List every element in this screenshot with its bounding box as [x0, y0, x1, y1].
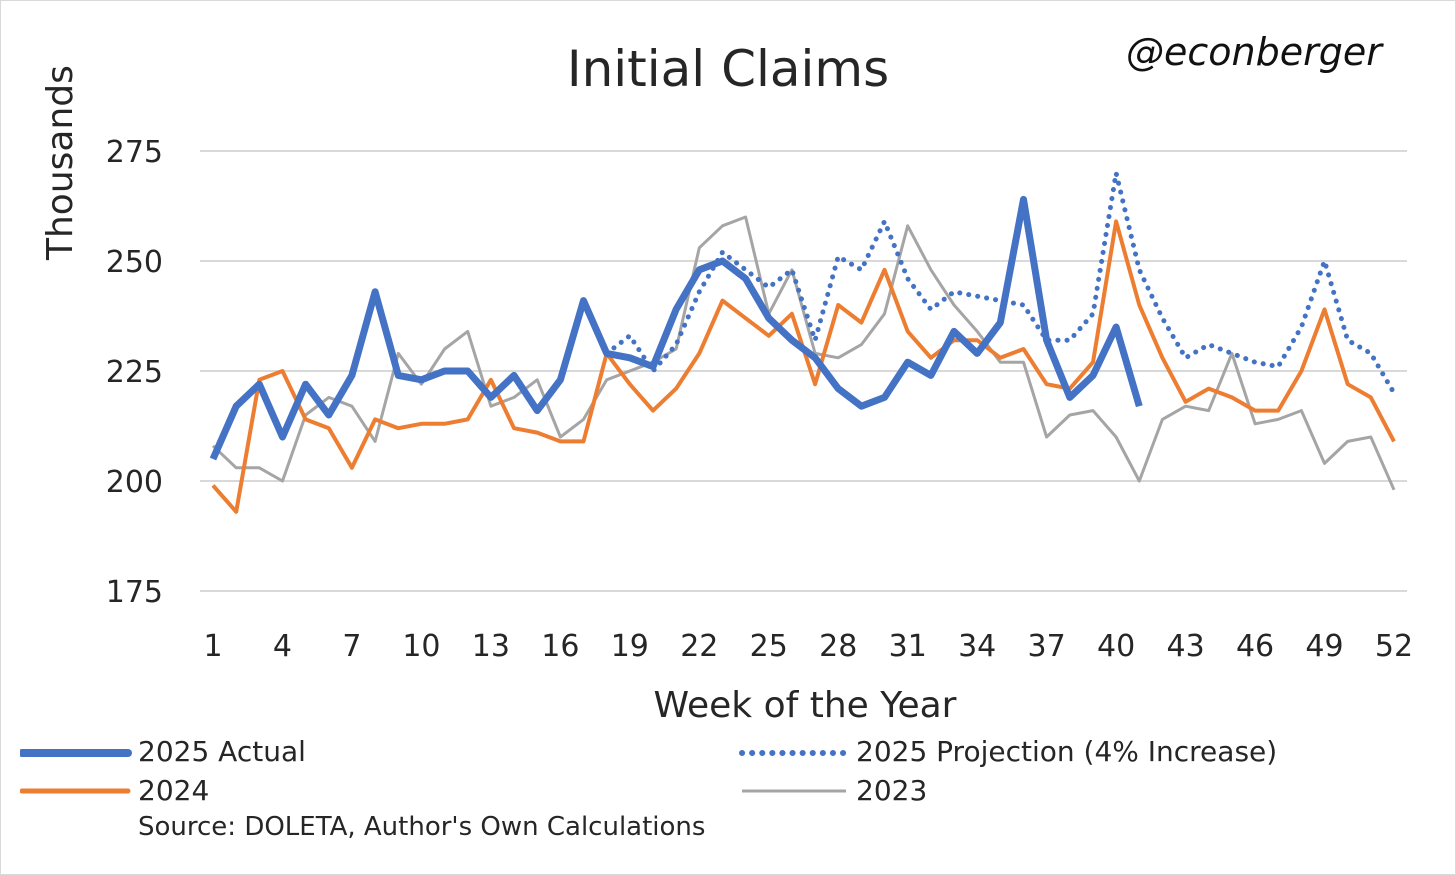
y-tick-200: 200 [106, 465, 163, 500]
source-note: Source: DOLETA, Author's Own Calculation… [138, 812, 706, 842]
gridlines [200, 150, 1407, 592]
x-tick-28: 28 [819, 629, 857, 664]
x-tick-7: 7 [342, 629, 361, 664]
legend-label-2024: 2024 [138, 774, 210, 807]
x-tick-46: 46 [1236, 629, 1274, 664]
legend-swatches-right [739, 750, 849, 793]
x-tick-34: 34 [958, 629, 996, 664]
x-tick-25: 25 [750, 629, 788, 664]
legend-label-2025-actual: 2025 Actual [138, 735, 306, 768]
series-line-2024 [211, 219, 1396, 514]
x-tick-49: 49 [1305, 629, 1343, 664]
x-axis-label: Week of the Year [653, 685, 957, 726]
series-lines [209, 170, 1397, 514]
legend-swatches-left [20, 749, 132, 794]
y-tick-250: 250 [106, 245, 163, 280]
y-tick-225: 225 [106, 355, 163, 390]
author-handle: @econberger [1126, 30, 1382, 74]
series-line-2025-actual [209, 195, 1143, 461]
y-tick-175: 175 [106, 575, 163, 610]
legend-label-2023: 2023 [856, 774, 928, 807]
x-tick-31: 31 [889, 629, 927, 664]
y-tick-labels: 175 200 225 250 275 [106, 135, 163, 610]
series-line-2025-projection-4-increase [604, 170, 1397, 396]
x-tick-1: 1 [203, 629, 222, 664]
x-tick-40: 40 [1097, 629, 1135, 664]
x-tick-13: 13 [472, 629, 510, 664]
x-tick-16: 16 [541, 629, 579, 664]
x-tick-19: 19 [611, 629, 649, 664]
x-tick-4: 4 [273, 629, 292, 664]
series-line-2023 [211, 215, 1396, 491]
y-tick-275: 275 [106, 135, 163, 170]
x-tick-43: 43 [1166, 629, 1204, 664]
chart-title: Initial Claims [566, 40, 890, 98]
y-axis-label: Thousands [40, 65, 81, 260]
legend-label-2025-projection: 2025 Projection (4% Increase) [856, 735, 1278, 768]
x-tick-labels: 1 4 7 10 13 16 19 22 25 28 31 34 37 40 43 46 49 52 [203, 629, 1413, 664]
x-tick-10: 10 [402, 629, 440, 664]
x-tick-22: 22 [680, 629, 718, 664]
x-tick-37: 37 [1028, 629, 1066, 664]
x-tick-52: 52 [1375, 629, 1413, 664]
